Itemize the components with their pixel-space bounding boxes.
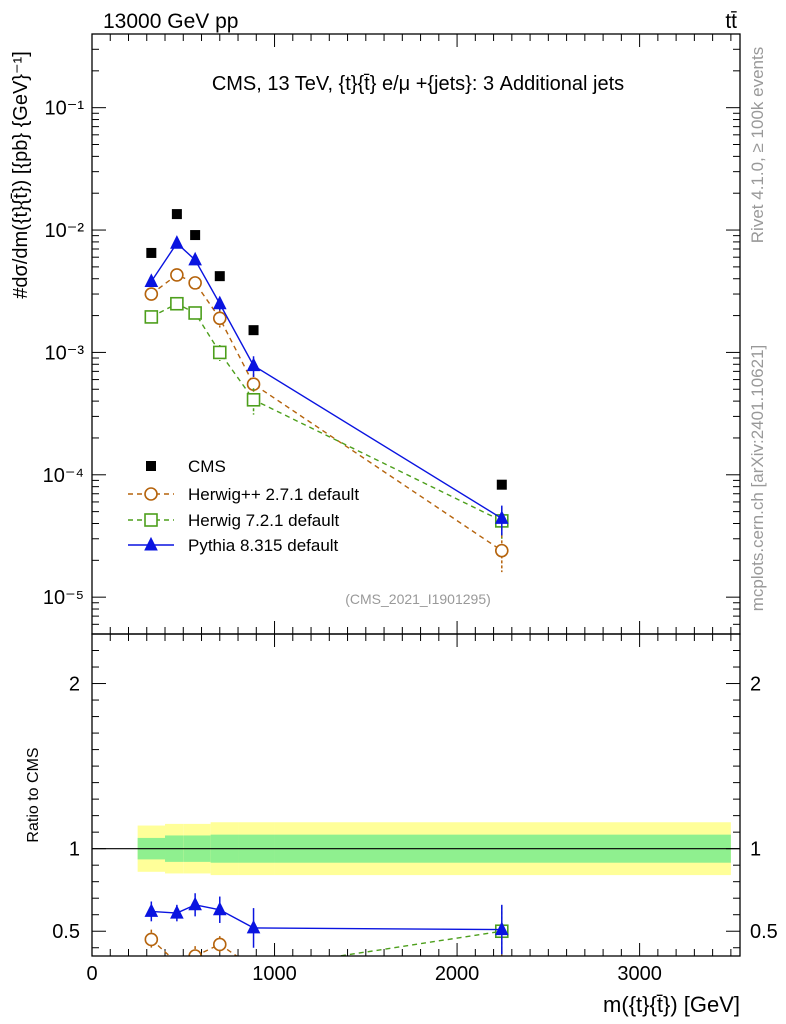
point-herwig-2-7-1-default [144, 287, 159, 301]
point-cms-data [146, 247, 157, 258]
ratio-line-pythia-8-315-default [151, 904, 502, 931]
chart-title: CMS, 13 TeV, {t}{t̄} e/μ +{jets}: 3 Addi… [212, 73, 624, 95]
y-tick-label: 10⁻³ [45, 342, 85, 364]
point-pythia-8-315-default [188, 251, 202, 266]
x-tick-label: 2000 [435, 963, 480, 985]
x-tick-label: 1000 [252, 963, 297, 985]
legend-marker-herwig-7-2-1-default [144, 513, 158, 527]
ratio-point-herwig-7-2-1-default [171, 976, 183, 988]
ratio-point-herwig-2-7-1-default [188, 949, 202, 956]
ratio-point-herwig-2-7-1-default [496, 960, 508, 972]
x-tick-label: 3000 [617, 963, 662, 985]
ratio-point-herwig-2-7-1-default [175, 955, 179, 956]
ratio-point-pythia-8-315-default [494, 921, 509, 936]
y-tick-label: 10⁻⁵ [43, 587, 84, 609]
point-herwig-7-2-1-default [144, 310, 159, 324]
ratio-y-axis-label: Ratio to CMS [25, 747, 42, 842]
ratio-point-pythia-8-315-default [170, 904, 184, 919]
mcplots-reference-label: mcplots.cern.ch [arXiv:2401.10621] [748, 345, 767, 611]
point-herwig-7-2-1-default [170, 296, 184, 311]
ratio-point-pythia-8-315-default [188, 896, 202, 911]
point-cms-data [171, 209, 182, 220]
ratio-line-herwig-2-7-1-default [150, 938, 238, 956]
ratio-tick-label: 0.5 [750, 921, 778, 943]
legend-marker-pythia-8-315-default [144, 536, 158, 551]
ratio-tick-label: 1 [69, 839, 80, 861]
point-herwig-2-7-1-default [212, 311, 227, 326]
legend-label-herwig-7-2-1-default: Herwig 7.2.1 default [188, 511, 339, 530]
legend-label-pythia-8-315-default: Pythia 8.315 default [188, 536, 339, 555]
point-cms-data [214, 271, 225, 282]
point-cms-data [190, 230, 201, 241]
ratio-point-herwig-7-2-1-default [145, 958, 157, 970]
ratio-plot-frame [91, 633, 741, 957]
point-pythia-8-315-default [144, 273, 159, 287]
ratio-point-herwig-2-7-1-default [212, 937, 227, 952]
point-herwig-2-7-1-default [494, 543, 509, 558]
series-line-pythia-8-315-default [150, 242, 503, 520]
ratio-point-pythia-8-315-default [144, 903, 159, 917]
rivet-version-label: Rivet 4.1.0, ≥ 100k events [748, 47, 767, 243]
y-tick-label: 10⁻² [45, 220, 85, 242]
point-herwig-7-2-1-default [212, 345, 227, 360]
point-pythia-8-315-default [494, 510, 509, 524]
point-herwig-2-7-1-default [188, 276, 202, 290]
ratio-tick-label: 1 [750, 839, 761, 861]
ratio-point-herwig-7-2-1-default [189, 970, 201, 982]
x-tick-label: 0 [86, 963, 97, 985]
point-herwig-7-2-1-default [188, 306, 202, 320]
legend-label-herwig-2-7-1-default: Herwig++ 2.7.1 default [188, 485, 359, 504]
x-axis-label: m({t}{t̄}) [GeV] [603, 992, 740, 1017]
legend-marker-cms [146, 461, 156, 471]
y-tick-label: 10⁻⁴ [43, 465, 84, 487]
point-cms-data [496, 479, 507, 490]
ratio-point-pythia-8-315-default [246, 919, 261, 934]
legend-label-cms: CMS [188, 457, 226, 476]
legend-marker-herwig-2-7-1-default [144, 487, 158, 501]
point-herwig-2-7-1-default [170, 268, 184, 282]
series-line-herwig-7-2-1-default [151, 302, 503, 522]
ratio-point-herwig-7-2-1-default [214, 968, 226, 980]
point-pythia-8-315-default [170, 235, 184, 249]
y-axis-label: #dσ/dm({t}{t̄}) [{pb} {GeV}⁻¹] [10, 51, 32, 299]
header-left: 13000 GeV pp [103, 10, 238, 33]
ratio-tick-label: 0.5 [52, 921, 80, 943]
ratio-tick-label: 2 [750, 674, 761, 696]
point-herwig-7-2-1-default [246, 393, 261, 407]
series-line-herwig-2-7-1-default [150, 274, 503, 552]
ratio-tick-label: 2 [69, 674, 80, 696]
y-tick-label: 10⁻¹ [45, 98, 85, 120]
point-cms-data [248, 325, 259, 336]
point-pythia-8-315-default [212, 295, 227, 310]
ratio-point-pythia-8-315-default [212, 901, 227, 916]
header-right: tt̄ [725, 10, 737, 33]
analysis-watermark: (CMS_2021_I1901295) [345, 591, 491, 607]
ratio-point-herwig-2-7-1-default [144, 932, 159, 947]
point-pythia-8-315-default [246, 357, 261, 372]
